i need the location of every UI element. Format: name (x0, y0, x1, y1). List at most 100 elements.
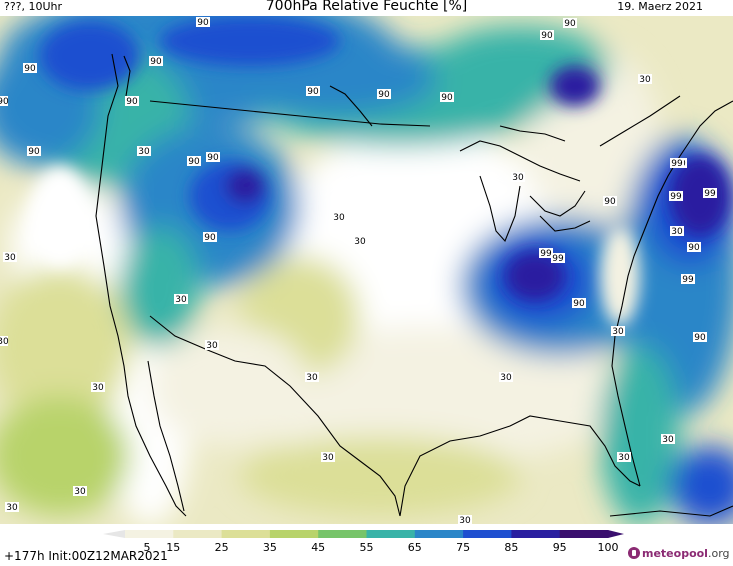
svg-text:99: 99 (670, 192, 682, 202)
brand-logo[interactable]: meteopool.org (628, 547, 730, 560)
legend-label: 85 (504, 541, 518, 554)
svg-text:90: 90 (378, 90, 390, 100)
contour-label: 30 (137, 146, 151, 157)
humidity-map: 90 90 90 90 90 90 90 90 90 90 90 90 90 9… (0, 16, 733, 524)
svg-text:90: 90 (126, 97, 138, 107)
legend-swatches (103, 530, 624, 538)
valid-time-label: ???, 10Uhr (4, 0, 63, 13)
contour-label: 30 (91, 382, 105, 393)
contour-label: 90 (540, 30, 554, 41)
svg-text:30: 30 (618, 453, 630, 463)
contour-label: 90 (440, 92, 454, 103)
svg-text:30: 30 (0, 337, 9, 347)
contour-labels: 90 90 90 90 90 90 90 90 90 90 90 90 90 9… (0, 17, 717, 524)
contour-label: 30 (661, 434, 675, 445)
svg-text:90: 90 (307, 87, 319, 97)
svg-text:90: 90 (150, 57, 162, 67)
contour-label: 30 (670, 226, 684, 237)
contour-label: 30 (353, 236, 367, 247)
legend-swatch (269, 530, 319, 538)
contour-label: 99 (551, 253, 565, 264)
legend-swatch (125, 530, 174, 538)
svg-text:99: 99 (704, 189, 716, 199)
svg-text:90: 90 (441, 93, 453, 103)
header: ???, 10Uhr 700hPa Relative Feuchte [%] 1… (0, 0, 733, 16)
svg-text:99: 99 (671, 159, 683, 169)
contour-label: 90 (377, 89, 391, 100)
svg-text:30: 30 (74, 487, 86, 497)
contour-label: 30 (174, 294, 188, 305)
svg-text:90: 90 (188, 157, 200, 167)
svg-text:90: 90 (0, 97, 9, 107)
legend-swatch (221, 530, 271, 538)
contour-label: 90 (149, 56, 163, 67)
svg-text:30: 30 (500, 373, 512, 383)
svg-text:30: 30 (4, 253, 16, 263)
contour-label: 30 (205, 340, 219, 351)
svg-text:30: 30 (306, 373, 318, 383)
svg-text:90: 90 (207, 153, 219, 163)
legend-high-arrow (608, 530, 624, 538)
contour-label: 30 (332, 212, 346, 223)
brand-suffix: .org (707, 547, 730, 560)
init-time-label: +177h Init:00Z12MAR2021 (4, 549, 168, 563)
contour-label: 90 (206, 152, 220, 163)
svg-text:30: 30 (92, 383, 104, 393)
svg-text:99: 99 (682, 275, 694, 285)
svg-text:30: 30 (333, 213, 345, 223)
contour-label: 90 (125, 96, 139, 107)
legend-label: 75 (456, 541, 470, 554)
legend-swatch (463, 530, 512, 538)
contour-label: 30 (511, 172, 525, 183)
contour-label: 90 (0, 96, 9, 107)
contour-label: 30 (499, 372, 513, 383)
legend-label: 55 (360, 541, 374, 554)
svg-text:90: 90 (197, 18, 209, 28)
brand-icon (628, 547, 640, 559)
legend-label: 65 (408, 541, 422, 554)
contour-label: 30 (611, 326, 625, 337)
contour-label: 99 (681, 274, 695, 285)
contour-label: 90 (306, 86, 320, 97)
contour-label: 90 (572, 298, 586, 309)
svg-text:90: 90 (688, 243, 700, 253)
svg-text:90: 90 (694, 333, 706, 343)
contour-label: 30 (458, 515, 472, 524)
legend-label: 5 (144, 541, 151, 554)
legend-swatch (318, 530, 367, 538)
legend-swatch (173, 530, 223, 538)
contour-label: 30 (5, 502, 19, 513)
svg-text:90: 90 (28, 147, 40, 157)
color-legend: 5 15 25 35 45 55 65 75 85 95 100 (103, 530, 624, 554)
humidity-field (0, 16, 733, 524)
svg-text:30: 30 (459, 516, 471, 524)
legend-swatch (414, 530, 464, 538)
svg-text:90: 90 (541, 31, 553, 41)
legend-swatch (511, 530, 561, 538)
svg-text:90: 90 (24, 64, 36, 74)
contour-label: 90 (603, 196, 617, 207)
contour-label: 30 (73, 486, 87, 497)
contour-label: 90 (563, 18, 577, 29)
contour-label: 99 (703, 188, 717, 199)
legend-low-arrow (103, 530, 125, 538)
contour-label: 90 (203, 232, 217, 243)
valid-date-label: 19. Maerz 2021 (617, 0, 703, 13)
svg-text:30: 30 (138, 147, 150, 157)
svg-text:30: 30 (206, 341, 218, 351)
contour-label: 99 (539, 248, 553, 259)
contour-label: 30 (638, 74, 652, 85)
legend-label: 100 (598, 541, 619, 554)
legend-labels: 5 15 25 35 45 55 65 75 85 95 100 (144, 541, 619, 554)
contour-label: 30 (3, 252, 17, 263)
svg-text:90: 90 (573, 299, 585, 309)
svg-text:30: 30 (512, 173, 524, 183)
map-title: 700hPa Relative Feuchte [%] (265, 0, 468, 14)
contour-label: 90 (693, 332, 707, 343)
svg-text:30: 30 (671, 227, 683, 237)
contour-label: 90 (187, 156, 201, 167)
svg-text:30: 30 (175, 295, 187, 305)
contour-label: 30 (617, 452, 631, 463)
svg-text:99: 99 (552, 254, 564, 264)
legend-swatch (366, 530, 416, 538)
